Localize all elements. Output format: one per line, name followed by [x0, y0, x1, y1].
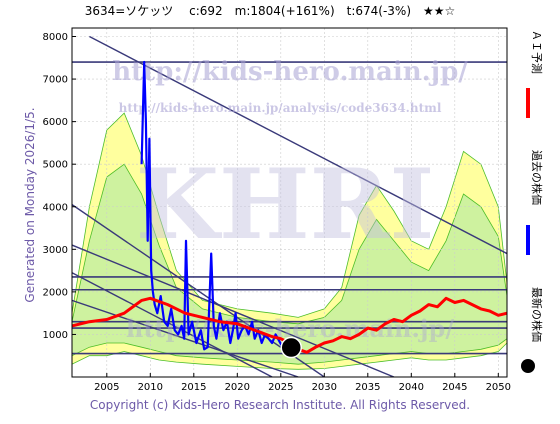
- legend-label-0: ＡＩ予測: [530, 30, 544, 74]
- latest-price-marker: [280, 336, 302, 359]
- y-tick-label: 4000: [43, 202, 68, 213]
- y-tick-label: 7000: [43, 75, 68, 86]
- y-tick-label: 8000: [43, 32, 68, 43]
- series-line-ai: [72, 296, 507, 354]
- x-tick-label: 2045: [442, 382, 467, 393]
- series-line-past: [140, 60, 284, 351]
- watermark-logo: KHRI: [136, 148, 435, 261]
- trend-line: [72, 272, 273, 377]
- copyright-text: Copyright (c) Kids-Hero Research Institu…: [89, 398, 471, 412]
- trend-line: [72, 244, 395, 377]
- legend-label-1: 過去の株価: [530, 150, 544, 205]
- y-tick-label: 1000: [43, 330, 68, 341]
- x-tick-label: 2025: [268, 382, 293, 393]
- watermark-url: http://kids-hero.main.jp/: [112, 57, 468, 87]
- watermark-analysis-url: http://kids-hero.main.jp/analysis/code36…: [119, 101, 442, 115]
- x-tick-label: 2040: [399, 382, 424, 393]
- x-tick-label: 2035: [355, 382, 380, 393]
- y-tick-label: 3000: [43, 245, 68, 256]
- x-tick-label: 2050: [486, 382, 511, 393]
- generated-date-label: Generated on Monday 2026/1/5.: [23, 107, 37, 303]
- plot-frame: [71, 27, 508, 378]
- trend-line: [89, 35, 507, 255]
- y-tick-label: 6000: [43, 117, 68, 128]
- legend-label-2: 最新の株価: [530, 287, 544, 342]
- x-tick-label: 2015: [181, 382, 206, 393]
- legend-swatch-2: [521, 359, 535, 373]
- y-tick-label: 2000: [43, 287, 68, 298]
- chart-title: 3634=ソケッツ c:692 m:1804(+161%) t:674(-3%)…: [84, 4, 456, 18]
- y-tick-label: 5000: [43, 160, 68, 171]
- x-tick-label: 2005: [94, 382, 119, 393]
- x-tick-label: 2030: [312, 382, 337, 393]
- x-tick-label: 2010: [138, 382, 163, 393]
- x-tick-label: 2020: [225, 382, 250, 393]
